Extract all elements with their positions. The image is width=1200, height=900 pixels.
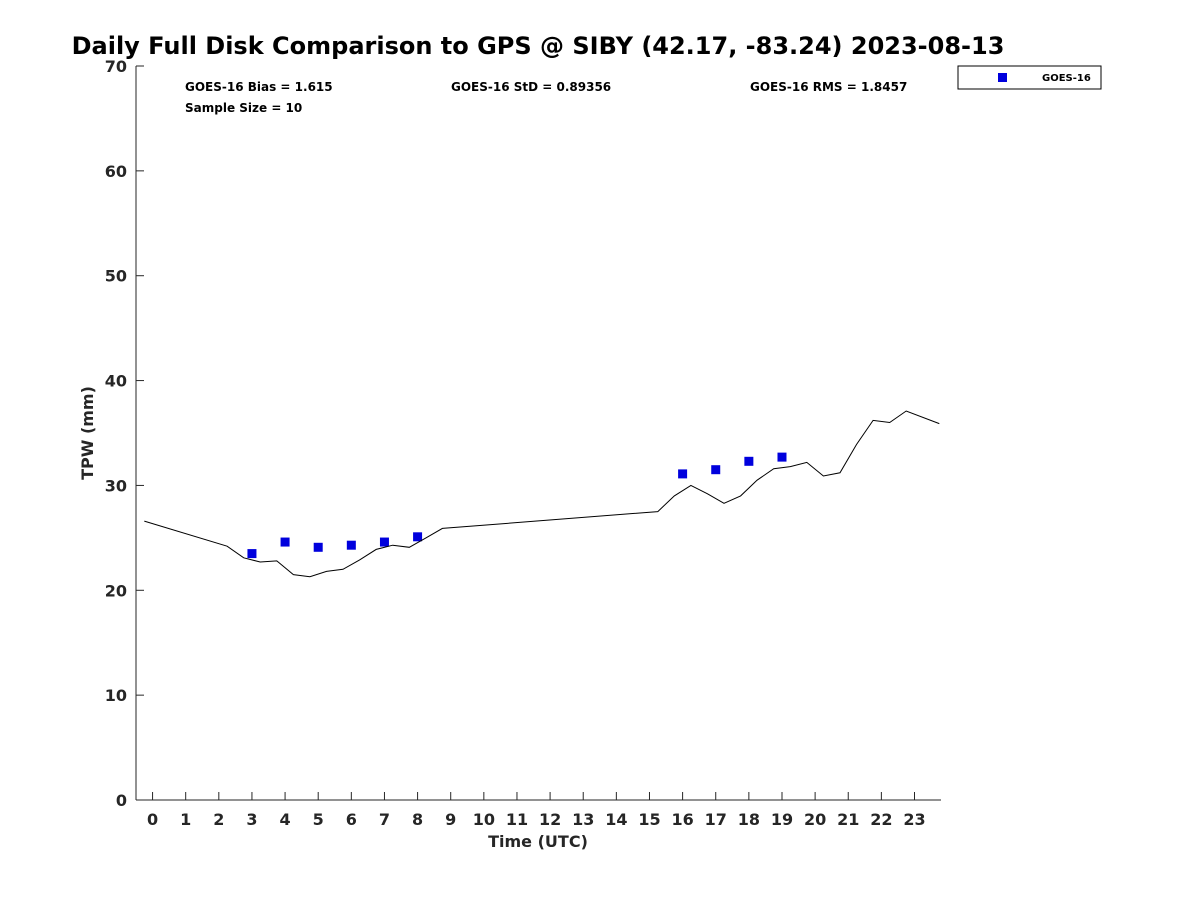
legend-box	[957, 65, 1102, 90]
data-point-goes16	[711, 465, 721, 475]
x-tick-label: 22	[870, 810, 892, 829]
data-point-goes16	[280, 537, 290, 547]
x-tick-label: 16	[671, 810, 693, 829]
data-point-goes16	[744, 456, 754, 466]
x-tick-label: 6	[346, 810, 357, 829]
x-tick-label: 19	[771, 810, 793, 829]
y-tick-label: 20	[105, 581, 127, 600]
x-tick-label: 14	[605, 810, 627, 829]
data-point-goes16	[247, 549, 257, 559]
x-tick-label: 15	[638, 810, 660, 829]
chart-title: Daily Full Disk Comparison to GPS @ SIBY…	[72, 32, 1005, 60]
x-tick-label: 3	[246, 810, 257, 829]
x-tick-label: 7	[379, 810, 390, 829]
x-tick-label: 1	[180, 810, 191, 829]
data-point-goes16	[313, 542, 323, 552]
x-tick-label: 2	[213, 810, 224, 829]
x-tick-label: 17	[705, 810, 727, 829]
series-line-1	[144, 410, 940, 578]
x-tick-label: 11	[506, 810, 528, 829]
x-tick-label: 13	[572, 810, 594, 829]
data-point-goes16	[379, 537, 389, 547]
y-tick-label: 40	[105, 372, 127, 391]
data-point-goes16	[413, 532, 423, 542]
stat-rms: GOES-16 RMS = 1.8457	[750, 80, 907, 94]
data-point-goes16	[678, 469, 688, 479]
legend-label-goes16: GOES-16	[1042, 73, 1091, 84]
stat-std: GOES-16 StD = 0.89356	[451, 80, 611, 94]
stat-sample-size: Sample Size = 10	[185, 101, 302, 115]
legend: GOES-16	[957, 65, 1102, 90]
data-point-goes16	[346, 540, 356, 550]
y-tick-label: 60	[105, 162, 127, 181]
y-tick-label: 50	[105, 267, 127, 286]
x-tick-label: 10	[473, 810, 495, 829]
x-tick-label: 8	[412, 810, 423, 829]
x-tick-label: 0	[147, 810, 158, 829]
x-tick-label: 5	[313, 810, 324, 829]
x-tick-label: 9	[445, 810, 456, 829]
x-tick-label: 12	[539, 810, 561, 829]
y-tick-label: 70	[105, 57, 127, 76]
y-tick-label: 10	[105, 686, 127, 705]
legend-marker-goes16	[998, 73, 1007, 82]
x-tick-label: 21	[837, 810, 859, 829]
x-tick-label: 4	[280, 810, 291, 829]
x-tick-label: 23	[903, 810, 925, 829]
y-tick-label: 30	[105, 476, 127, 495]
y-axis-label: TPW (mm)	[78, 386, 97, 480]
data-point-goes16	[777, 452, 787, 462]
x-tick-label: 18	[738, 810, 760, 829]
x-axis-label: Time (UTC)	[488, 832, 588, 851]
stat-bias: GOES-16 Bias = 1.615	[185, 80, 333, 94]
y-tick-label: 0	[116, 791, 127, 810]
x-tick-label: 20	[804, 810, 826, 829]
